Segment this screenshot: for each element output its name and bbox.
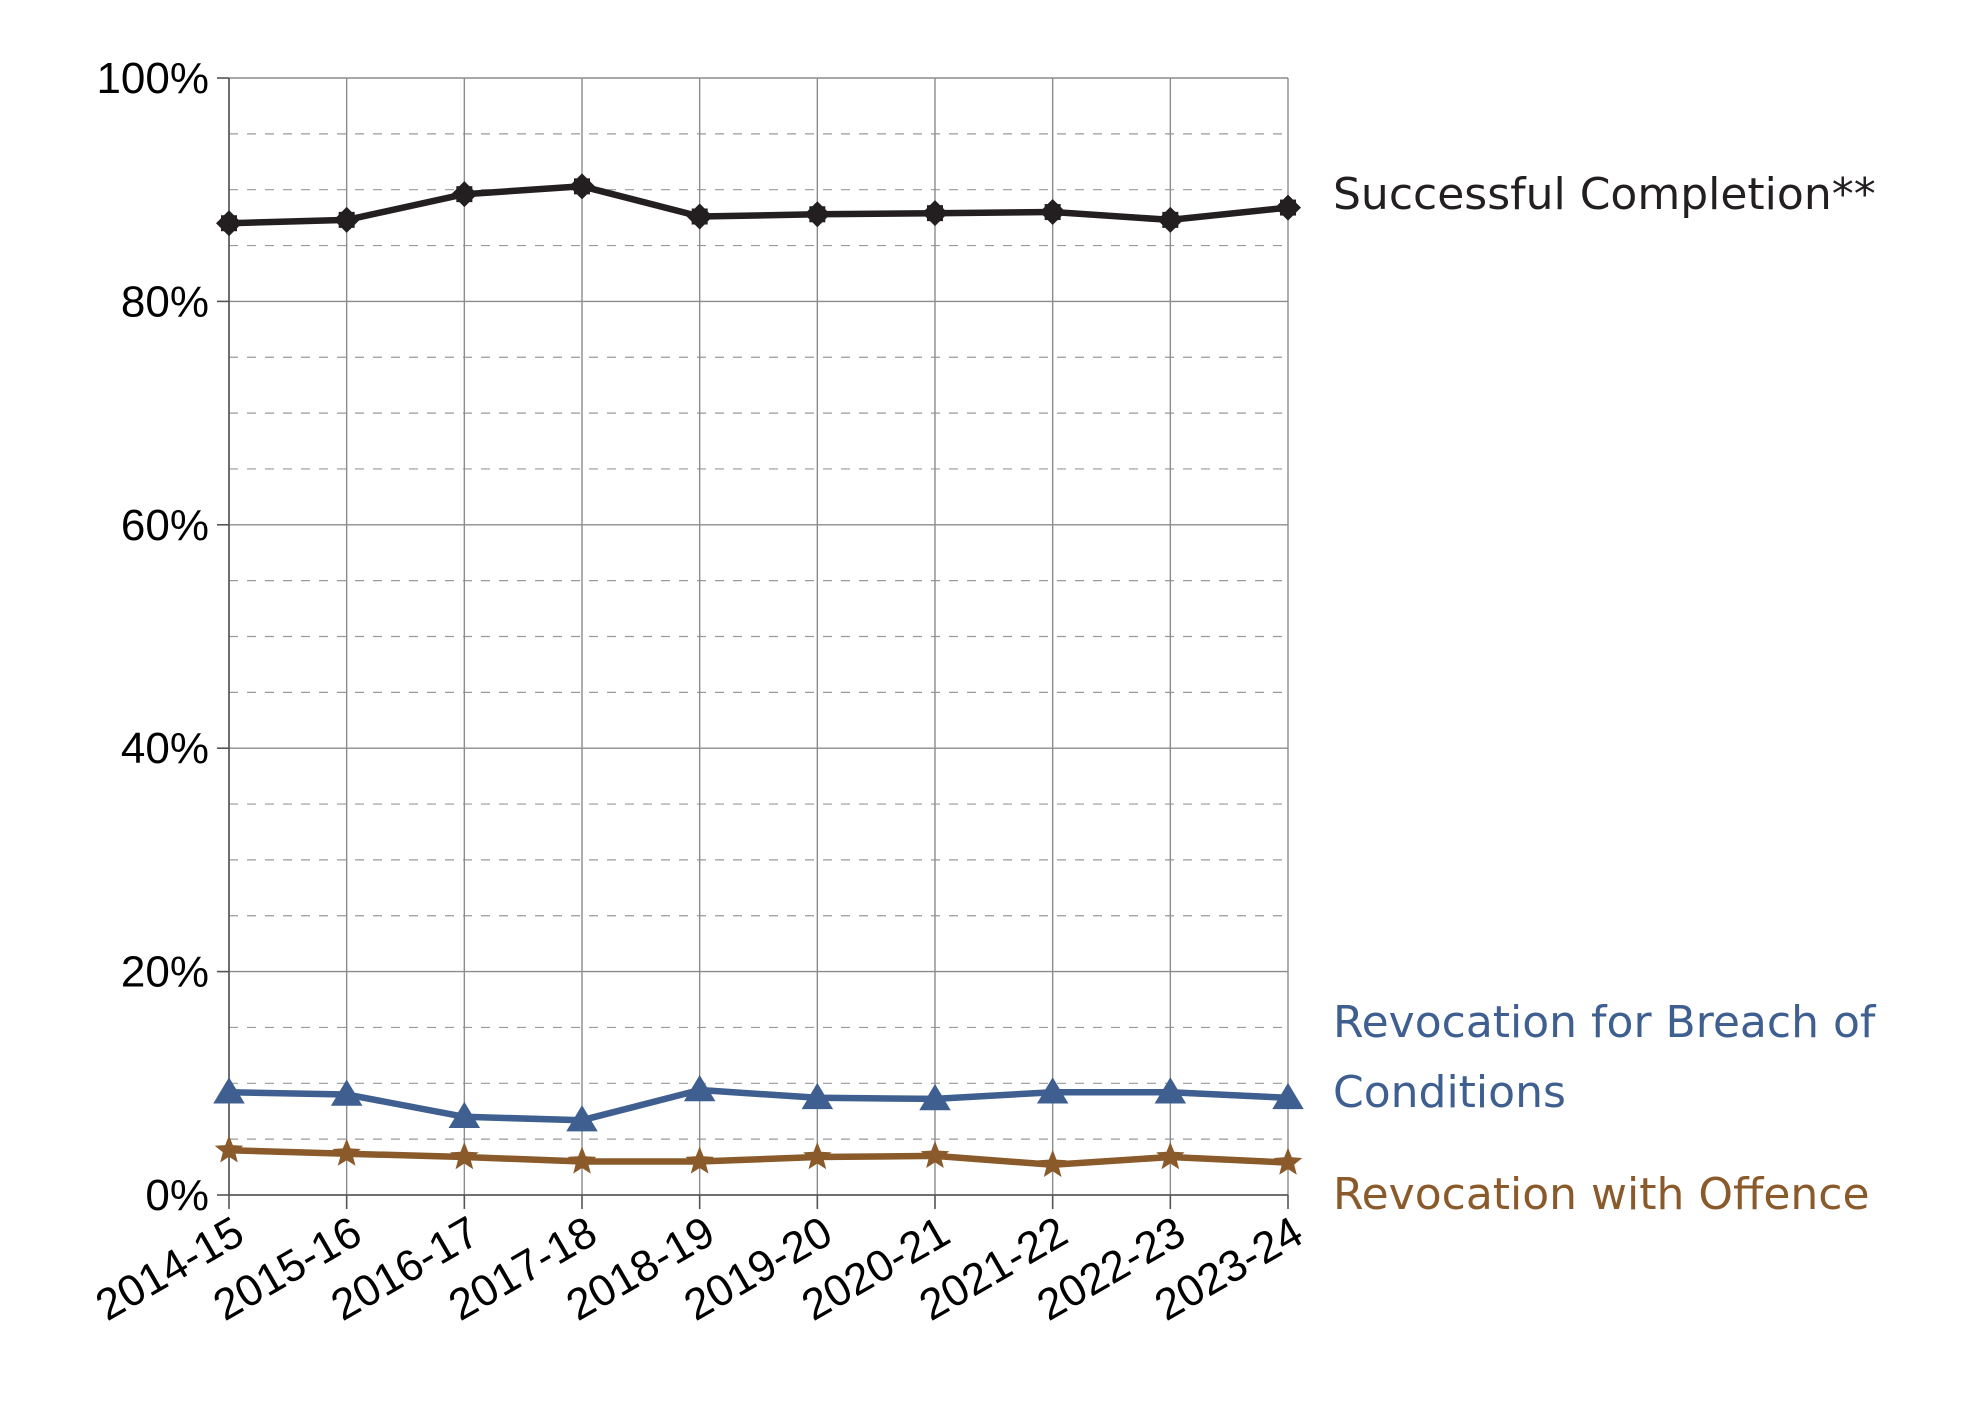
- square-marker: [1044, 204, 1061, 221]
- y-tick-label: 40%: [121, 724, 209, 773]
- star-marker: [1156, 1142, 1185, 1170]
- triangle-marker: [1272, 1082, 1304, 1110]
- series-1: [216, 173, 1301, 237]
- triangle-marker: [448, 1101, 481, 1129]
- square-marker: [691, 208, 708, 225]
- square-marker: [221, 215, 237, 232]
- square-marker: [456, 186, 473, 203]
- star-marker: [567, 1146, 597, 1174]
- triangle-marker: [1154, 1077, 1187, 1104]
- triangle-marker: [330, 1079, 363, 1106]
- series-label: Successful Completion**: [1333, 169, 1876, 220]
- series-labels: Successful Completion** Revocation for Br…: [1333, 169, 1877, 1220]
- square-marker: [1162, 211, 1179, 228]
- series-3: [214, 1135, 1303, 1177]
- star-marker: [214, 1135, 244, 1163]
- series-label: Conditions: [1333, 1067, 1566, 1118]
- y-tick-label: 80%: [121, 277, 209, 326]
- star-marker: [920, 1140, 950, 1168]
- y-tick-label: 20%: [121, 948, 209, 997]
- y-tick-label: 100%: [96, 54, 209, 103]
- triangle-marker: [1036, 1077, 1069, 1104]
- square-marker: [338, 211, 355, 228]
- triangle-marker: [801, 1082, 834, 1110]
- square-marker: [1280, 199, 1296, 216]
- star-marker: [332, 1138, 361, 1166]
- square-marker: [927, 205, 943, 222]
- series-line: [228, 183, 1289, 227]
- star-marker: [450, 1142, 479, 1170]
- series-2: [213, 1075, 1304, 1132]
- triangle-marker: [683, 1075, 716, 1102]
- star-marker: [685, 1146, 714, 1174]
- y-tick-label: 0%: [145, 1171, 209, 1220]
- star-marker: [1273, 1147, 1303, 1175]
- grid: [228, 77, 1289, 1196]
- series-line: [228, 1086, 1289, 1124]
- y-tick-label: 60%: [121, 501, 209, 550]
- triangle-marker: [213, 1077, 245, 1104]
- square-marker: [809, 206, 826, 223]
- series-label: Revocation with Offence: [1333, 1169, 1870, 1220]
- star-marker: [1038, 1149, 1067, 1177]
- triangle-marker: [566, 1105, 598, 1132]
- square-marker: [574, 178, 590, 195]
- series-group: [213, 173, 1304, 1177]
- series-line: [228, 1147, 1289, 1169]
- triangle-marker: [919, 1083, 951, 1111]
- star-marker: [803, 1142, 832, 1170]
- series-label: Revocation for Breach of: [1333, 997, 1877, 1048]
